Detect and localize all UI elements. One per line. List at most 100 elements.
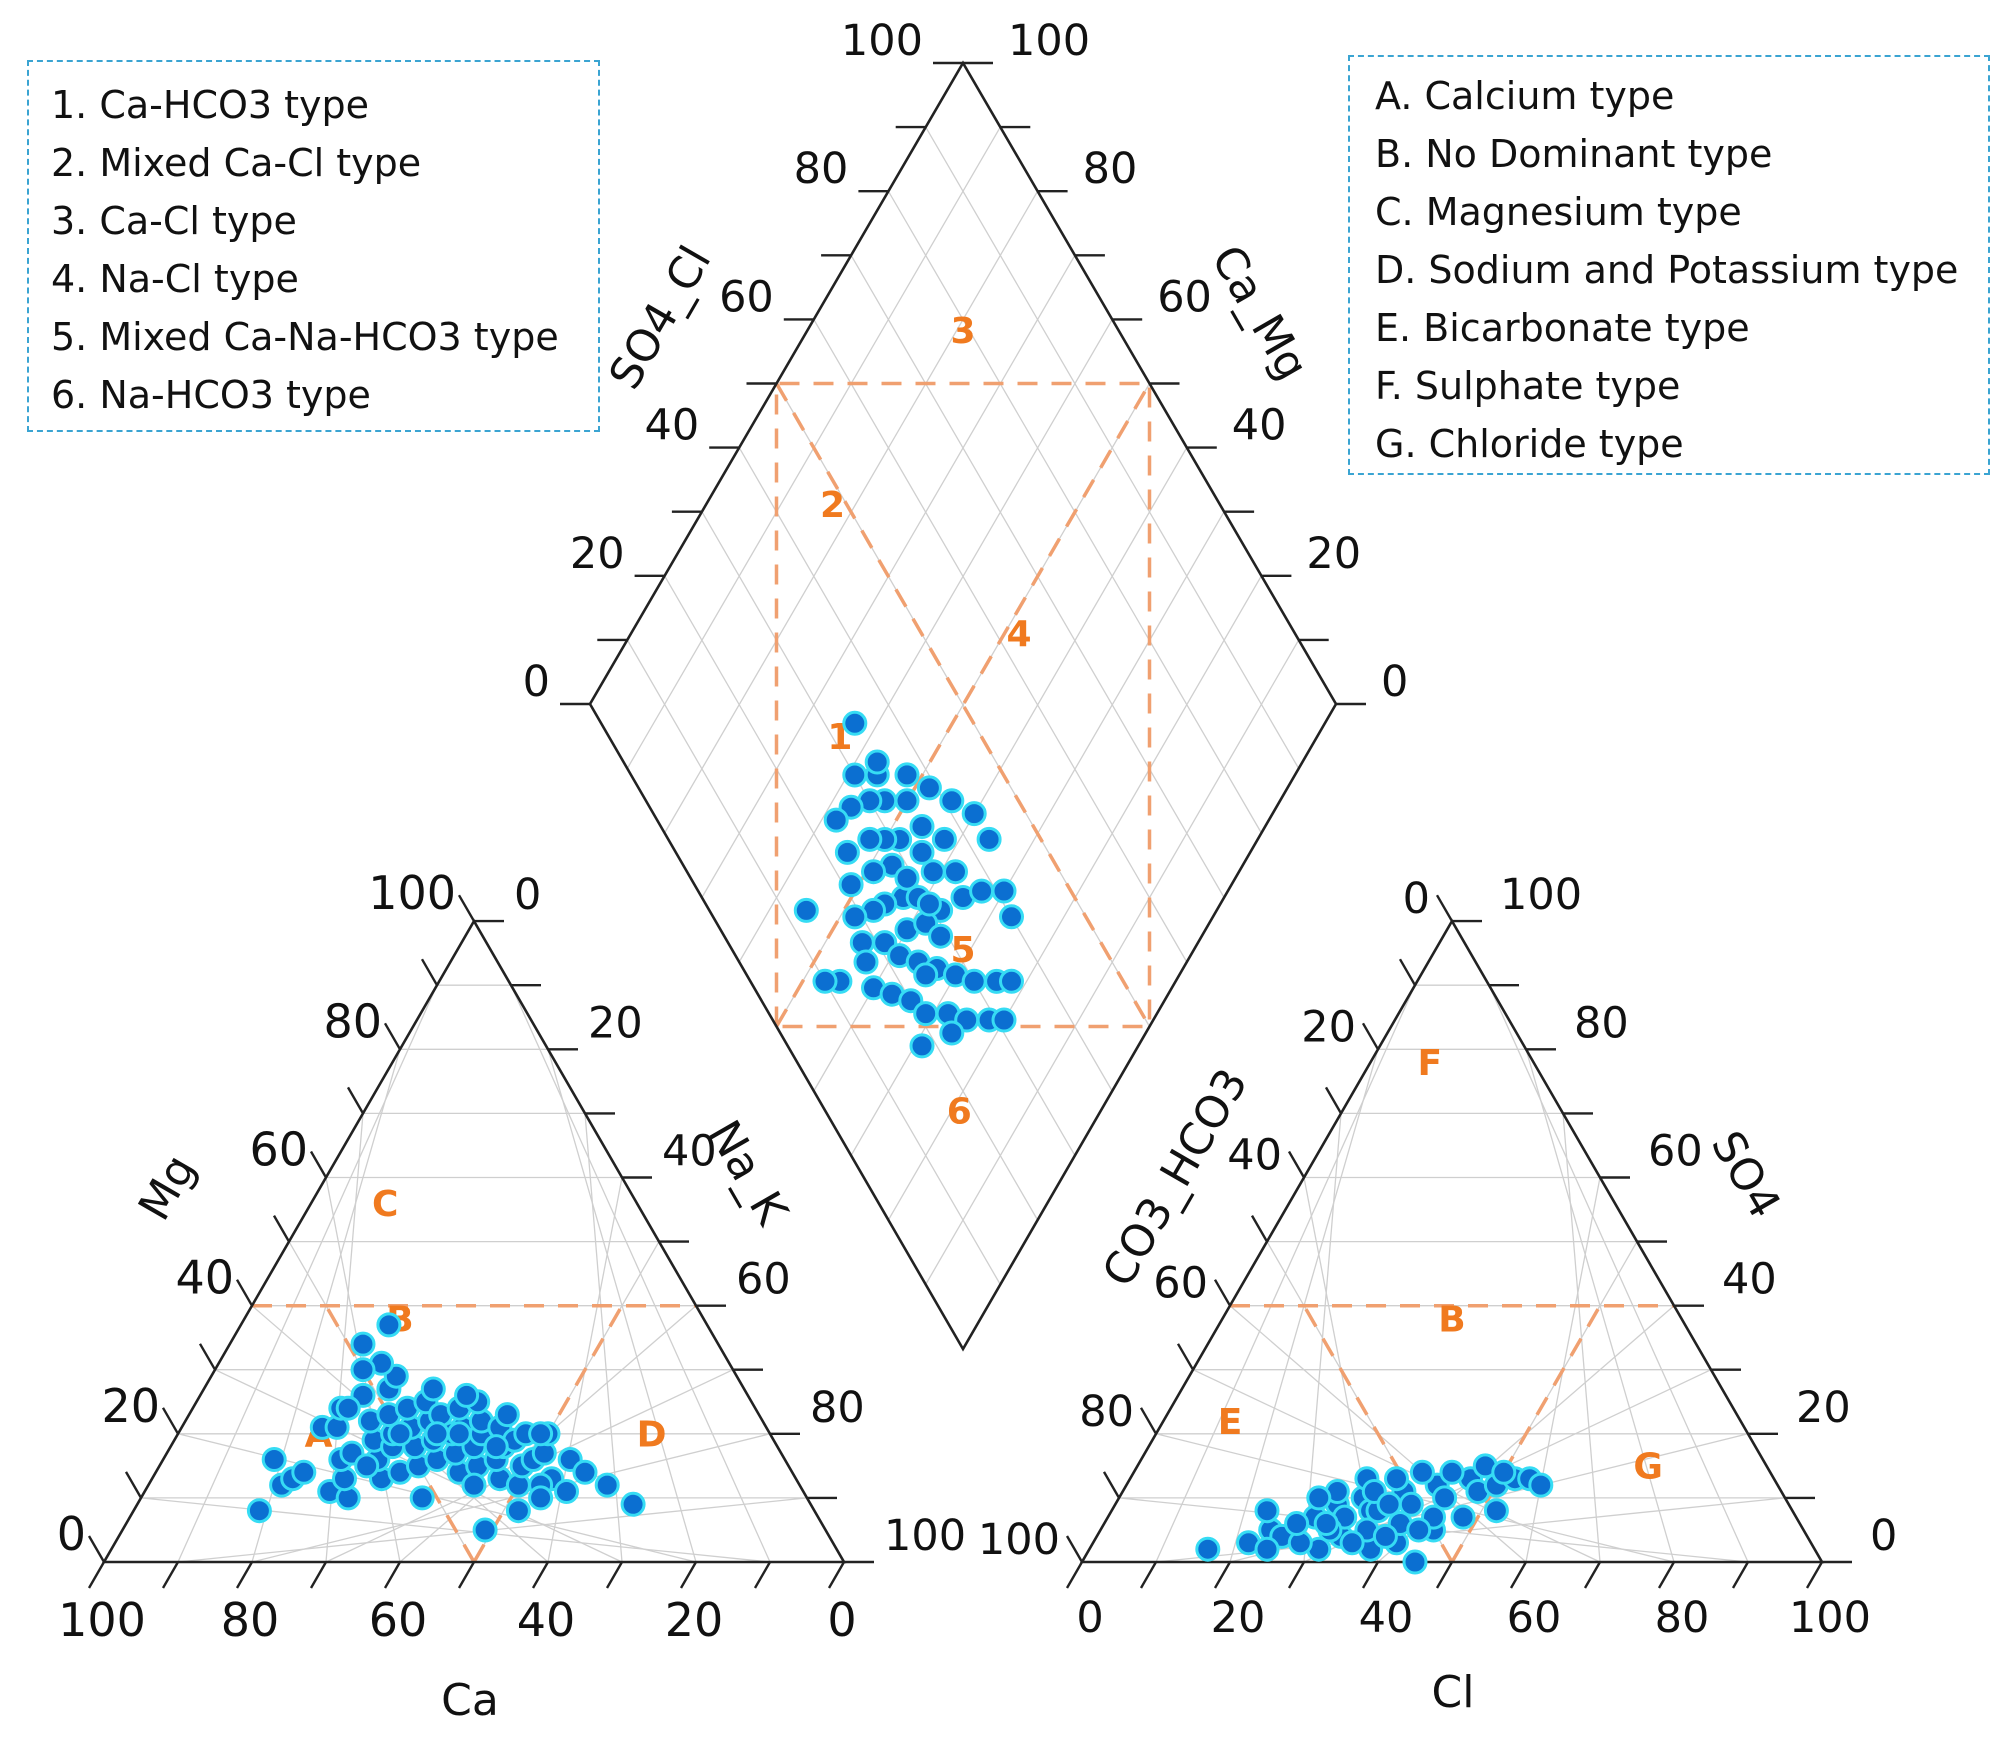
cation-data-point	[483, 1434, 509, 1460]
anion-right-tick-label: 0	[1870, 1511, 1897, 1561]
anion-left-tick	[1324, 1086, 1343, 1114]
data-points	[246, 710, 1554, 1575]
anion-zone-label: F	[1418, 1043, 1443, 1084]
cation-right-tick-label: 40	[662, 1127, 717, 1177]
cation-bottom-tick	[605, 1561, 624, 1589]
cation-left-tick	[161, 1407, 180, 1435]
diamond-data-point	[842, 710, 868, 736]
cation-bottom-tick	[827, 1561, 846, 1589]
diamond-data-point	[916, 775, 942, 801]
diamond-data-point	[916, 891, 942, 917]
anion-data-point	[1195, 1536, 1221, 1562]
water-type-legend: A. Calcium type B. No Dominant type C. M…	[1348, 55, 1990, 475]
diamond-gridline	[925, 126, 1300, 769]
diamond-left-tick-label: 40	[644, 401, 699, 451]
cation-zone-label: C	[372, 1184, 398, 1225]
cation-left-tick	[346, 1086, 365, 1114]
diamond-data-point	[991, 878, 1017, 904]
anion-bottom-tick-label: 20	[1211, 1593, 1266, 1643]
anion-zone-label: E	[1218, 1402, 1243, 1443]
anion-left-tick	[1213, 1279, 1232, 1307]
cation-data-point	[494, 1402, 520, 1428]
diamond-zone-label: 4	[1006, 614, 1031, 655]
cation-bottom-axis-label: Ca	[441, 1675, 499, 1726]
cation-data-point	[261, 1447, 287, 1472]
anion-data-point	[1306, 1485, 1332, 1511]
diamond-zone-label: 2	[820, 485, 845, 526]
legend-item: A. Calcium type	[1375, 74, 1675, 118]
anion-left-tick-label: 80	[1079, 1387, 1134, 1437]
cation-bottom-tick	[87, 1561, 106, 1589]
cation-bottom-tick	[309, 1561, 328, 1589]
diamond-data-point	[894, 788, 920, 814]
anion-bottom-tick	[1805, 1561, 1824, 1589]
cation-data-point	[246, 1498, 272, 1524]
diamond-data-point	[999, 968, 1024, 994]
diamond-right-tick-label: 20	[1306, 529, 1361, 579]
cation-data-point	[454, 1382, 480, 1408]
cation-bottom-tick	[235, 1561, 254, 1589]
anion-bottom-tick	[1583, 1561, 1602, 1589]
anion-right-tick-label: 20	[1796, 1383, 1851, 1433]
anion-right-tick-label: 80	[1574, 998, 1629, 1048]
anion-left-tick	[1361, 1022, 1380, 1050]
anion-left-tick	[1102, 1471, 1121, 1499]
anion-bottom-tick-label: 80	[1655, 1593, 1710, 1643]
cation-data-point	[446, 1421, 472, 1447]
anion-left-tick	[1398, 958, 1417, 986]
cation-bottom-tick-label: 40	[517, 1593, 576, 1647]
anion-zone-line	[1450, 1304, 1602, 1563]
cation-bottom-tick-label: 60	[369, 1593, 428, 1647]
diamond-right-tick-label: 100	[1008, 16, 1090, 66]
anion-data-point	[1409, 1459, 1435, 1485]
diamond-zone-line	[774, 382, 1152, 1028]
cation-data-point	[528, 1485, 554, 1511]
anion-gridline	[1488, 984, 1749, 1563]
diamond-data-point	[969, 878, 995, 904]
cation-left-tick-label: 100	[368, 866, 456, 920]
diamond-data-point	[961, 968, 987, 994]
cation-data-point	[594, 1472, 620, 1498]
cation-left-tick-label: 80	[323, 994, 382, 1048]
anion-bottom-tick-label: 60	[1507, 1593, 1562, 1643]
diamond-data-point	[913, 962, 939, 988]
cation-left-tick	[198, 1343, 217, 1371]
diamond-data-point	[894, 865, 920, 891]
diamond-data-point	[823, 807, 849, 833]
legend-item: E. Bicarbonate type	[1375, 306, 1750, 350]
diamond-data-point	[961, 801, 987, 827]
diamond-data-point	[939, 788, 965, 814]
diamond-data-point	[842, 762, 868, 788]
anion-left-tick	[1176, 1343, 1195, 1371]
cation-left-tick-label: 0	[57, 1507, 86, 1561]
anion-left-tick	[1287, 1150, 1306, 1179]
cation-data-point	[354, 1453, 380, 1479]
diamond-left-tick-label: 100	[841, 16, 923, 66]
cation-bottom-tick-label: 0	[827, 1593, 856, 1647]
cation-left-axis-label: Mg	[129, 1146, 206, 1229]
cation-bottom-tick	[679, 1561, 698, 1589]
legend-item: 1. Ca-HCO3 type	[51, 83, 370, 127]
anion-bottom-tick	[1361, 1561, 1380, 1589]
diamond-left-axis-label: SO4_Cl	[599, 238, 721, 398]
anion-bottom-tick	[1213, 1561, 1232, 1589]
cation-left-tick	[420, 958, 439, 986]
cation-data-point	[387, 1421, 413, 1447]
diamond-zone-label: 6	[947, 1091, 972, 1132]
diamond-data-point	[931, 826, 957, 852]
anion-data-point	[1432, 1485, 1458, 1511]
cation-data-point	[505, 1498, 531, 1524]
anion-data-point	[1491, 1459, 1517, 1485]
diamond-data-point	[793, 897, 819, 923]
anion-right-tick-label: 60	[1648, 1127, 1703, 1177]
diamond-data-point	[842, 904, 868, 930]
anion-data-point	[1376, 1491, 1402, 1517]
anion-bottom-tick	[1731, 1561, 1750, 1589]
cation-data-point	[424, 1421, 450, 1447]
cation-left-tick	[235, 1279, 254, 1307]
cation-data-point	[420, 1376, 446, 1402]
diamond-data-point	[943, 859, 968, 885]
anion-right-tick-label: 40	[1722, 1255, 1777, 1305]
diamond-right-tick-label: 60	[1157, 272, 1212, 322]
cation-data-point	[409, 1485, 435, 1511]
